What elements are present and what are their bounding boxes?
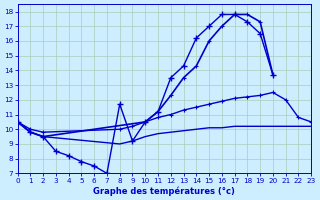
X-axis label: Graphe des températures (°c): Graphe des températures (°c)	[93, 186, 235, 196]
